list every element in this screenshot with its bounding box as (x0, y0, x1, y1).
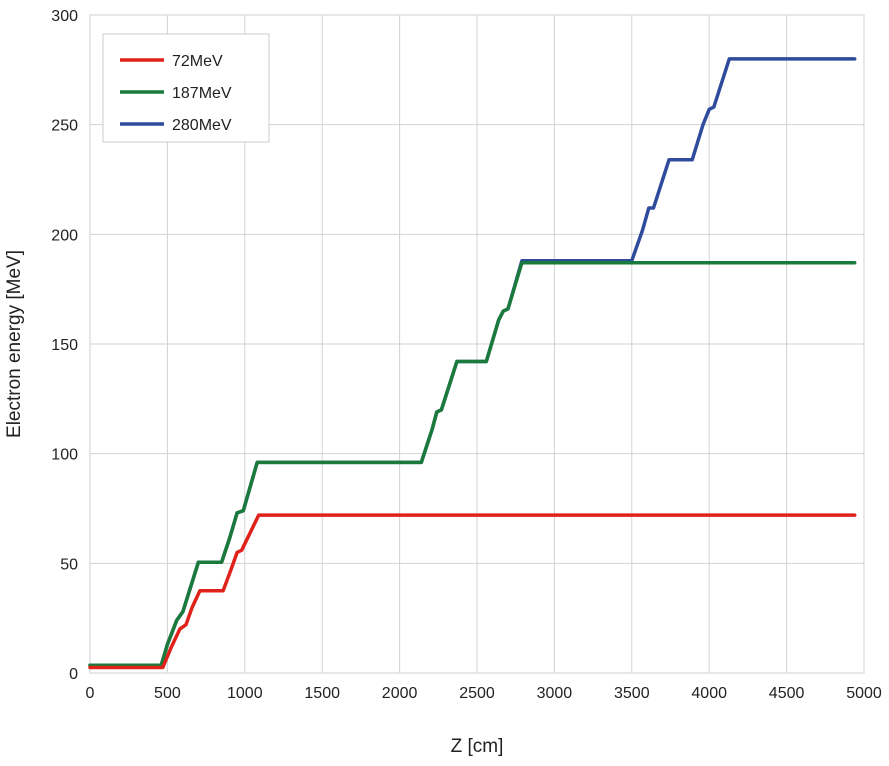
legend: 72MeV 187MeV 280MeV (102, 33, 270, 143)
x-tick-label: 2000 (382, 685, 418, 702)
series-line-72mev (88, 513, 857, 670)
y-tick-label: 250 (51, 118, 78, 135)
x-tick-label: 3000 (537, 685, 573, 702)
y-tick-label: 300 (51, 8, 78, 25)
series-line-187mev (88, 261, 857, 668)
x-tick-label: 1000 (227, 685, 263, 702)
y-axis-title: Electron energy [MeV] (4, 250, 25, 438)
y-tick-label: 150 (51, 337, 78, 354)
y-tick-label: 100 (51, 447, 78, 464)
y-tick-labels: 0 50 100 150 200 250 300 (51, 8, 78, 683)
series-lines (88, 57, 857, 670)
x-tick-labels: 0 500 1000 1500 2000 2500 3000 3500 4000 4500 5000 (86, 685, 882, 702)
legend-label-72mev: 72MeV (172, 53, 223, 70)
x-tick-label: 2500 (459, 685, 495, 702)
x-tick-label: 3500 (614, 685, 650, 702)
y-tick-label: 50 (60, 556, 78, 573)
x-tick-label: 4500 (769, 685, 805, 702)
legend-label-280mev: 280MeV (172, 117, 232, 134)
x-tick-label: 4000 (691, 685, 727, 702)
y-tick-label: 0 (69, 666, 78, 683)
x-tick-label: 500 (154, 685, 181, 702)
x-tick-label: 1500 (304, 685, 340, 702)
x-tick-label: 5000 (846, 685, 882, 702)
legend-label-187mev: 187MeV (172, 85, 232, 102)
x-tick-label: 0 (86, 685, 95, 702)
y-tick-label: 200 (51, 227, 78, 244)
x-axis-title: Z [cm] (451, 736, 504, 757)
